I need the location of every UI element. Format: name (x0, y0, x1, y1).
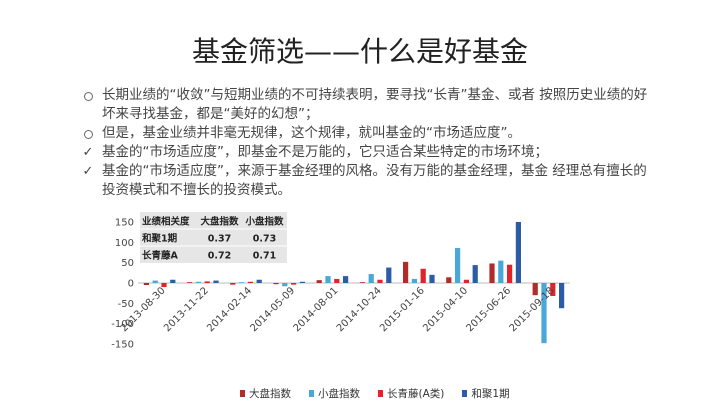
bar (472, 265, 478, 283)
bar (291, 283, 297, 285)
bar (455, 248, 461, 283)
table-cell: 小盘指数 (244, 216, 284, 228)
bar (386, 267, 392, 283)
y-tick-label: 100 (115, 238, 134, 249)
correlation-table-background (140, 212, 287, 263)
bar (239, 282, 245, 283)
bar (463, 279, 469, 283)
bullet-text: 但是，基金业绩并非毫无规律，这个规律，就叫基金的“市场适应度”。 (102, 125, 521, 141)
bullet-item: 长期业绩的“收敛”与短期业绩的不可持续表明，要寻找“长青”基金、或者 按照历史业… (80, 86, 650, 124)
bar (230, 283, 236, 285)
bar (247, 281, 253, 283)
bar (498, 260, 504, 283)
bar (213, 280, 219, 283)
bar (316, 280, 322, 283)
checkmark-icon: ✓ (82, 145, 94, 160)
table-cell: 0.73 (253, 234, 276, 245)
table-cell: 长青藤A (142, 250, 179, 262)
bar (489, 263, 495, 283)
y-tick-label: -150 (111, 340, 134, 351)
x-tick-label: 2015-09-18 (508, 285, 557, 334)
legend-label: 大盘指数 (249, 388, 291, 400)
bar-chart: -150-100-500501001502013-08-302013-11-22… (111, 212, 570, 351)
legend-label: 小盘指数 (318, 388, 360, 400)
circle-bullet-icon (80, 86, 96, 107)
chart-legend: 大盘指数 小盘指数 长青藤(A类) 和聚1期 (240, 386, 510, 401)
legend-swatch (462, 390, 468, 397)
y-tick-label: -50 (118, 299, 134, 310)
x-tick-label: 2015-04-10 (421, 285, 470, 334)
y-tick-label: 50 (121, 258, 134, 269)
legend-item: 小盘指数 (309, 386, 360, 401)
x-tick-label: 2015-06-26 (464, 285, 513, 334)
bar (550, 283, 556, 297)
legend-swatch (309, 390, 314, 397)
bar (299, 281, 305, 283)
bar (282, 283, 288, 287)
bar (195, 281, 201, 283)
checkmark-icon: ✓ (82, 164, 94, 179)
bar (170, 279, 176, 283)
legend-swatch (378, 390, 383, 397)
bar (343, 276, 349, 283)
bar (411, 278, 417, 283)
bar (325, 276, 331, 283)
table-cell: 大盘指数 (200, 216, 239, 228)
y-tick-label: -100 (111, 319, 134, 330)
bar (403, 261, 409, 283)
x-tick-label: 2014-05-09 (248, 285, 297, 334)
bar (143, 283, 149, 286)
y-tick-label: 0 (128, 279, 134, 290)
legend-label: 和聚1期 (471, 388, 510, 400)
bar (541, 283, 547, 344)
bar (446, 277, 452, 283)
bar (187, 282, 193, 283)
bullet-item: ✓ 基金的“市场适应度”，即基金不是万能的，它只适合某些特定的市场环境； (80, 143, 650, 162)
page-title: 基金筛选——什么是好基金 (191, 35, 528, 68)
bar (507, 264, 513, 283)
x-tick-label: 2014-02-14 (205, 285, 254, 334)
bar (429, 274, 435, 283)
table-cell: 0.72 (208, 251, 231, 262)
bar (256, 279, 262, 283)
legend-swatch (240, 390, 245, 397)
bar (152, 280, 158, 283)
bar (532, 283, 538, 296)
x-tick-label: 2014-08-01 (292, 285, 341, 334)
bullet-list: 长期业绩的“收敛”与短期业绩的不可持续表明，要寻找“长青”基金、或者 按照历史业… (80, 86, 650, 200)
table-cell: 和聚1期 (141, 233, 177, 245)
bullet-text: 基金的“市场适应度”，即基金不是万能的，它只适合某些特定的市场环境； (102, 144, 548, 160)
bullet-item: 但是，基金业绩并非毫无规律，这个规律，就叫基金的“市场适应度”。 (80, 124, 650, 143)
legend-item: 长青藤(A类) (378, 386, 444, 401)
bullet-text: 基金的“市场适应度”，来源于基金经理的风格。没有万能的基金经理，基金 经理总有擅… (102, 163, 647, 198)
bar (420, 268, 426, 283)
bar (559, 283, 565, 309)
bar (161, 283, 167, 288)
bar (515, 222, 521, 283)
bullet-text: 长期业绩的“收敛”与短期业绩的不可持续表明，要寻找“长青”基金、或者 按照历史业… (102, 87, 648, 122)
legend-label: 长青藤(A类) (387, 388, 445, 400)
bar (334, 278, 340, 283)
bar (204, 281, 210, 283)
bar (359, 282, 365, 283)
circle-bullet-icon (80, 124, 96, 145)
table-cell: 0.37 (208, 234, 231, 245)
y-tick-label: 150 (115, 218, 134, 229)
x-tick-label: 2014-10-24 (335, 285, 384, 334)
bar (377, 279, 383, 283)
bullet-item: ✓ 基金的“市场适应度”，来源于基金经理的风格。没有万能的基金经理，基金 经理总… (80, 162, 650, 200)
table-cell: 业绩相关度 (142, 216, 190, 228)
legend-item: 大盘指数 (240, 386, 291, 401)
x-tick-label: 2013-11-22 (162, 285, 211, 334)
bar (273, 283, 279, 285)
legend-item: 和聚1期 (462, 386, 510, 401)
x-tick-label: 2015-01-16 (378, 285, 427, 334)
table-cell: 0.71 (253, 251, 276, 262)
bar (368, 274, 374, 283)
